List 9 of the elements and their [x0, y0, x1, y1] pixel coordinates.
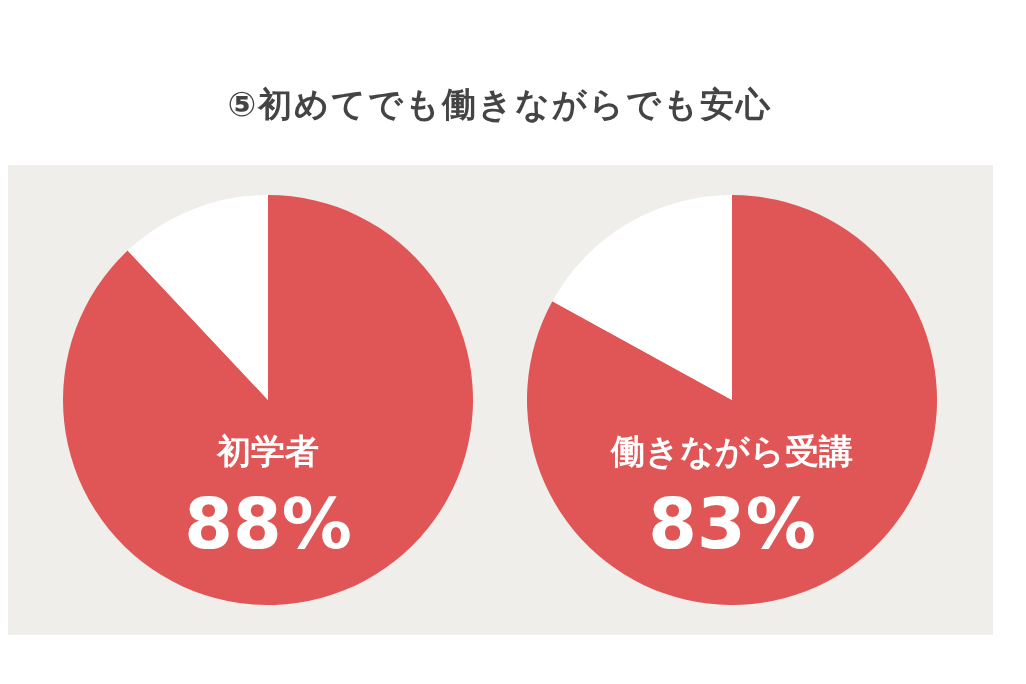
pie-slice [527, 195, 937, 605]
chart-title: ⑤初めてでも働きながらでも安心 [226, 83, 774, 126]
pie-slice [127, 195, 268, 400]
pie-slice [552, 195, 732, 400]
data-label: 83% [648, 483, 816, 566]
slice-label: 働きながら受講 [610, 431, 853, 472]
data-label: 88% [184, 483, 352, 566]
pie-slice [63, 195, 473, 605]
slice-label: 初学者 [216, 431, 319, 472]
